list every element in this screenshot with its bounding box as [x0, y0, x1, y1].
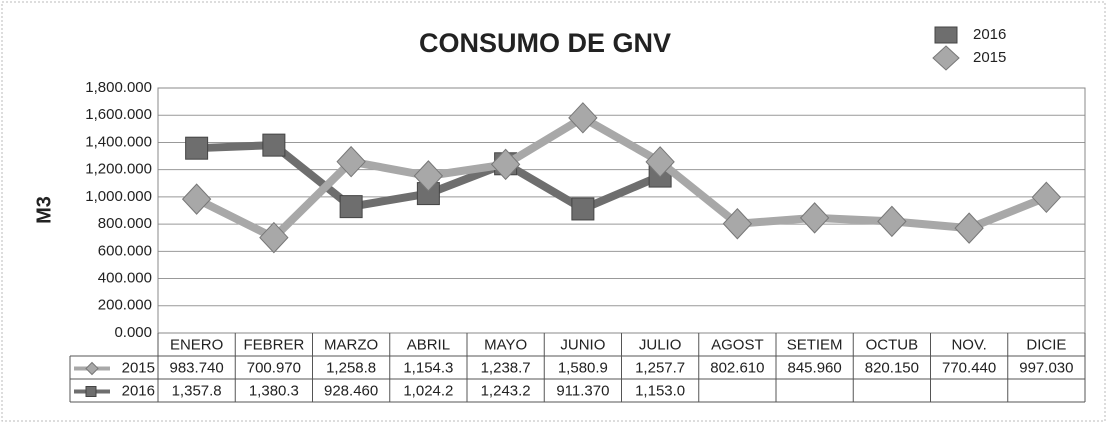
x-tick-label: OCTUB — [866, 336, 919, 353]
table-row-label: 2015 — [122, 359, 155, 376]
x-tick-label: JULIO — [639, 336, 682, 353]
table-cell: 997.030 — [1019, 359, 1073, 376]
x-tick-label: DICIE — [1026, 336, 1066, 353]
table-cell: 1,257.7 — [635, 359, 685, 376]
marker — [262, 133, 286, 157]
legend-label: 2015 — [973, 49, 1006, 66]
table-key — [85, 361, 99, 376]
table-cell: 845.960 — [788, 359, 842, 376]
table-cell: 1,153.0 — [635, 382, 685, 399]
table-cell: 1,024.2 — [403, 382, 453, 399]
x-tick-label: FEBRER — [243, 336, 304, 353]
x-tick-label: MAYO — [484, 336, 527, 353]
table-cell: 802.610 — [710, 359, 764, 376]
marker — [799, 202, 830, 234]
y-tick-label: 1,000.000 — [85, 188, 152, 205]
legend-label: 2016 — [973, 26, 1006, 43]
marker — [571, 197, 595, 221]
x-tick-label: JUNIO — [560, 336, 605, 353]
x-tick-label: NOV. — [951, 336, 986, 353]
table-cell: 1,154.3 — [403, 359, 453, 376]
marker — [413, 160, 444, 192]
y-tick-label: 400.000 — [98, 270, 152, 287]
marker — [568, 102, 598, 134]
table-cell: 1,258.8 — [326, 359, 376, 376]
table-cell: 1,380.3 — [249, 382, 299, 399]
table-row-label: 2016 — [122, 382, 155, 399]
chart-title: CONSUMO DE GNV — [419, 28, 671, 58]
table-cell: 983.740 — [170, 359, 224, 376]
table-cell: 1,357.8 — [172, 382, 222, 399]
table-cell: 820.150 — [865, 359, 919, 376]
table-cell: 928.460 — [324, 382, 378, 399]
x-tick-label: ABRIL — [407, 336, 450, 353]
y-tick-label: 600.000 — [98, 242, 152, 259]
marker — [336, 145, 366, 178]
marker — [1031, 181, 1062, 214]
y-tick-label: 1,200.000 — [85, 161, 152, 178]
legend-key — [934, 26, 958, 44]
marker — [722, 208, 753, 240]
marker — [181, 183, 212, 215]
table-cell: 1,580.9 — [558, 359, 608, 376]
y-tick-label: 0.000 — [114, 324, 152, 341]
table-cell: 1,243.2 — [481, 382, 531, 399]
x-tick-label: SETIEM — [787, 336, 843, 353]
y-tick-label: 1,600.000 — [85, 106, 152, 123]
marker — [259, 221, 289, 254]
legend-key — [932, 45, 960, 71]
marker — [877, 205, 907, 238]
table-cell: 770.440 — [942, 359, 996, 376]
y-tick-label: 200.000 — [98, 297, 152, 314]
y-tick-label: 800.000 — [98, 215, 152, 232]
marker — [490, 148, 521, 181]
y-tick-label: 1,800.000 — [85, 79, 152, 96]
table-cell: 700.970 — [247, 359, 301, 376]
y-tick-label: 1,400.000 — [85, 133, 152, 150]
marker — [645, 146, 675, 178]
marker — [339, 195, 363, 219]
x-tick-label: MARZO — [324, 336, 378, 353]
x-tick-label: ENERO — [170, 336, 223, 353]
table-cell: 1,238.7 — [481, 359, 531, 376]
marker — [185, 136, 209, 160]
table-key — [85, 386, 97, 397]
marker — [954, 212, 984, 244]
x-tick-label: AGOST — [711, 336, 764, 353]
table-cell: 911.370 — [556, 382, 609, 399]
y-axis-label: M3 — [33, 196, 55, 224]
